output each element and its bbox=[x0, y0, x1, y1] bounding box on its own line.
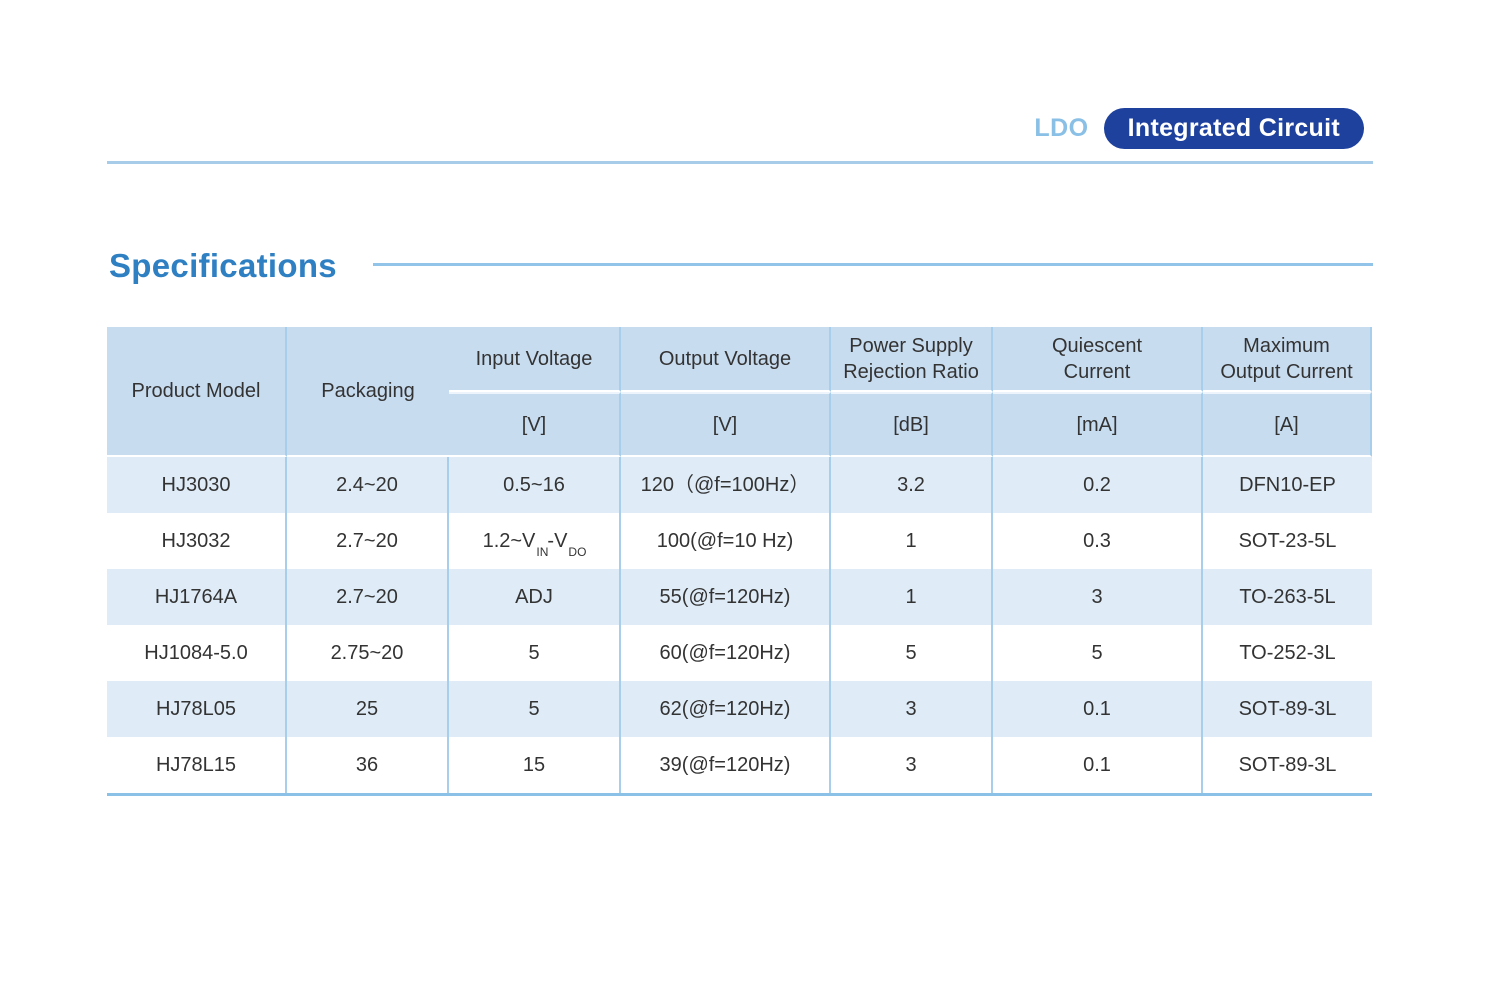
cell-quiescent-current: 5 bbox=[831, 625, 993, 681]
cell-input-voltage: 2.7~20 bbox=[287, 569, 449, 625]
cell-model: HJ78L05 bbox=[107, 681, 287, 737]
cell-max-output-current: 3 bbox=[993, 569, 1203, 625]
cell-packaging: TO-252-3L bbox=[1203, 625, 1372, 681]
cell-packaging: SOT-89-3L bbox=[1203, 681, 1372, 737]
cell-model: HJ3032 bbox=[107, 513, 287, 569]
cell-input-voltage: 2.4~20 bbox=[287, 457, 449, 513]
cell-packaging: SOT-23-5L bbox=[1203, 513, 1372, 569]
column-header-psrr: Power Supply Rejection Ratio bbox=[831, 327, 993, 392]
cell-psrr: 100(@f=10 Hz) bbox=[621, 513, 831, 569]
unit-input-voltage: [V] bbox=[449, 392, 621, 457]
cell-output-voltage: 15 bbox=[449, 737, 621, 793]
cell-model: HJ78L15 bbox=[107, 737, 287, 793]
unit-output-voltage: [V] bbox=[621, 392, 831, 457]
cell-psrr: 55(@f=120Hz) bbox=[621, 569, 831, 625]
column-header-max-output-current: Maximum Output Current bbox=[1203, 327, 1372, 392]
column-header-product-model: Product Model bbox=[107, 327, 287, 457]
cell-quiescent-current: 3 bbox=[831, 681, 993, 737]
cell-packaging: DFN10-EP bbox=[1203, 457, 1372, 513]
cell-model: HJ1084-5.0 bbox=[107, 625, 287, 681]
cell-max-output-current: 0.1 bbox=[993, 681, 1203, 737]
cell-psrr: 62(@f=120Hz) bbox=[621, 681, 831, 737]
cell-input-voltage: 36 bbox=[287, 737, 449, 793]
cell-input-voltage: 2.75~20 bbox=[287, 625, 449, 681]
cell-packaging: SOT-89-3L bbox=[1203, 737, 1372, 793]
cell-output-voltage: 5 bbox=[449, 625, 621, 681]
category-label: LDO bbox=[1034, 114, 1089, 142]
integrated-circuit-badge: Integrated Circuit bbox=[1103, 108, 1364, 149]
page-header: LDO Integrated Circuit bbox=[1034, 108, 1364, 149]
column-header-input-voltage: Input Voltage bbox=[449, 327, 621, 392]
output-voltage-formula: 1.2~VIN-VDO bbox=[482, 530, 587, 559]
cell-psrr: 120（@f=100Hz） bbox=[621, 457, 831, 513]
unit-quiescent-current: [mA] bbox=[993, 392, 1203, 457]
cell-input-voltage: 2.7~20 bbox=[287, 513, 449, 569]
column-header-packaging: Packaging bbox=[287, 327, 449, 457]
cell-max-output-current: 0.1 bbox=[993, 737, 1203, 793]
cell-quiescent-current: 1 bbox=[831, 513, 993, 569]
cell-model: HJ3030 bbox=[107, 457, 287, 513]
cell-quiescent-current: 3.2 bbox=[831, 457, 993, 513]
cell-max-output-current: 5 bbox=[993, 625, 1203, 681]
cell-quiescent-current: 3 bbox=[831, 737, 993, 793]
cell-psrr: 60(@f=120Hz) bbox=[621, 625, 831, 681]
cell-output-voltage: 5 bbox=[449, 681, 621, 737]
cell-max-output-current: 0.2 bbox=[993, 457, 1203, 513]
column-header-quiescent-current: Quiescent Current bbox=[993, 327, 1203, 392]
section-title: Specifications bbox=[109, 247, 337, 284]
section-title-divider bbox=[373, 263, 1373, 266]
cell-output-voltage: ADJ bbox=[449, 569, 621, 625]
cell-input-voltage: 25 bbox=[287, 681, 449, 737]
header-divider bbox=[107, 161, 1373, 164]
column-header-output-voltage: Output Voltage bbox=[621, 327, 831, 392]
cell-packaging: TO-263-5L bbox=[1203, 569, 1372, 625]
cell-quiescent-current: 1 bbox=[831, 569, 993, 625]
unit-psrr: [dB] bbox=[831, 392, 993, 457]
cell-psrr: 39(@f=120Hz) bbox=[621, 737, 831, 793]
unit-max-output-current: [A] bbox=[1203, 392, 1372, 457]
cell-output-voltage: 0.5~16 bbox=[449, 457, 621, 513]
cell-output-voltage: 1.2~VIN-VDO bbox=[449, 513, 621, 569]
cell-max-output-current: 0.3 bbox=[993, 513, 1203, 569]
specifications-table: Product Model Input Voltage Output Volta… bbox=[107, 327, 1372, 796]
cell-model: HJ1764A bbox=[107, 569, 287, 625]
